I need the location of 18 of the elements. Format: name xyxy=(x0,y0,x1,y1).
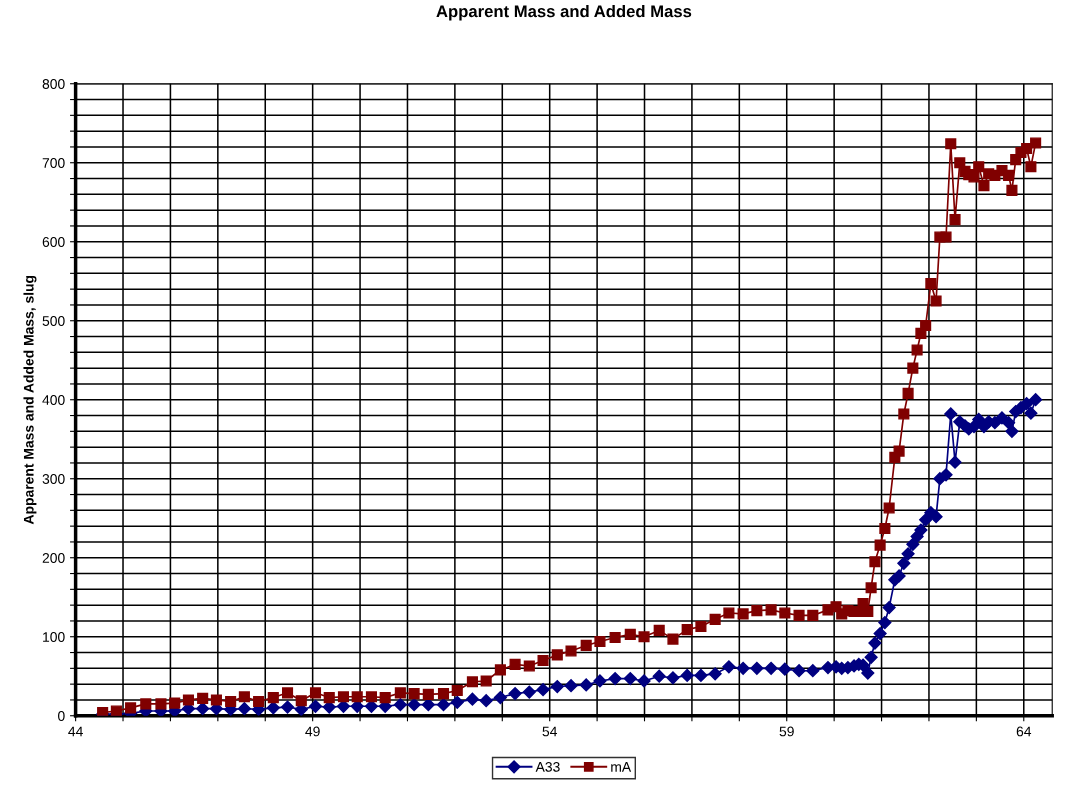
y-tick-label: 100 xyxy=(43,632,65,642)
x-tick-label: 64 xyxy=(1016,726,1032,737)
legend-label: mA xyxy=(611,762,632,772)
y-tick-label: 500 xyxy=(42,316,65,326)
y-tick-label: 700 xyxy=(42,158,65,168)
x-tick-label: 54 xyxy=(542,726,558,737)
y-tick-label: 600 xyxy=(42,237,65,247)
y-tick-label: 0 xyxy=(58,711,65,721)
x-tick-label: 44 xyxy=(68,726,83,737)
y-tick-label: 400 xyxy=(42,395,65,405)
x-tick-label: 59 xyxy=(779,726,794,737)
y-tick-label: 800 xyxy=(42,79,65,89)
y-tick-label: 300 xyxy=(42,474,65,484)
x-tick-label: 49 xyxy=(305,726,320,737)
y-axis-title: Apparent Mass and Added Mass, slug xyxy=(23,275,37,525)
chart-title: Apparent Mass and Added Mass xyxy=(436,5,692,21)
y-tick-label: 200 xyxy=(42,553,65,563)
legend-label: A33 xyxy=(535,761,560,772)
